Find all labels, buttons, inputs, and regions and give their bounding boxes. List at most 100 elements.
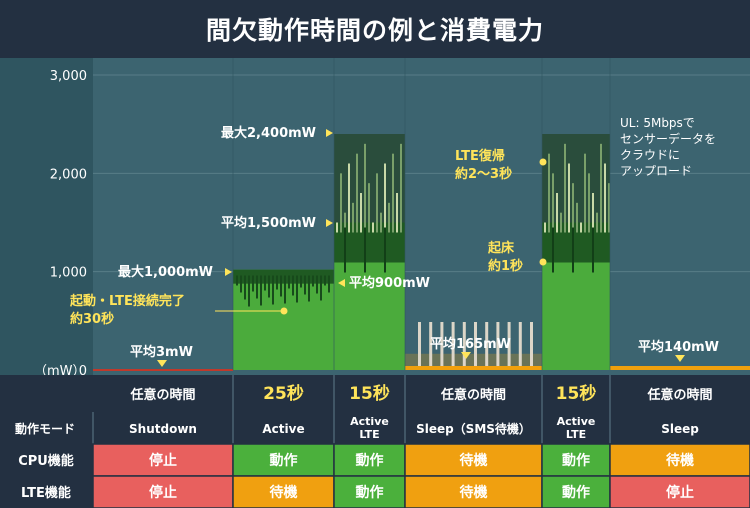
- table-cell-text: 動作: [562, 452, 590, 469]
- active-spike: [264, 275, 266, 291]
- table-cell: [232, 475, 335, 508]
- lte-spike-b: [580, 222, 582, 233]
- lte-low-spike-a: [384, 227, 386, 273]
- annotation-sleep-avg: 平均165mW: [430, 336, 511, 352]
- table-cell: [609, 443, 750, 477]
- lte-spike-a: [400, 143, 402, 233]
- phase-row-bg: [0, 375, 750, 412]
- table-row-label-bg: [0, 444, 93, 476]
- sleep-spike: [462, 322, 466, 366]
- lte-spike-b: [596, 212, 598, 233]
- active-spike: [308, 275, 310, 302]
- annotation-shutdown-avg: 平均3mW: [130, 344, 193, 360]
- active-spike: [288, 275, 290, 289]
- y-axis-gutter: [0, 58, 93, 375]
- active-spike: [252, 275, 254, 292]
- table-cell-text: 待機: [666, 452, 694, 469]
- annotation-lte-max: 最大2,400mW: [221, 125, 316, 141]
- lte-spike-a: [336, 222, 338, 233]
- sleep-spike: [418, 322, 421, 366]
- active-spike: [300, 275, 302, 288]
- marker-lte-max: [326, 129, 333, 137]
- marker-active-max: [225, 268, 232, 276]
- lte-spike-b: [544, 222, 546, 233]
- marker-shutdown-avg: [157, 360, 167, 367]
- table-cell-text: 動作: [356, 484, 384, 501]
- table-row-label: CPU機能: [18, 453, 74, 469]
- lte-spike-a: [356, 153, 358, 233]
- marker-boot: [280, 307, 288, 315]
- lte-spike-b: [552, 173, 554, 233]
- active-spike: [304, 275, 306, 295]
- table-header-cell: Sleep: [661, 422, 699, 436]
- active-spike: [284, 275, 286, 304]
- marker-sleep2-avg: [675, 355, 685, 362]
- active-spike: [268, 275, 270, 298]
- lte-spike-a: [360, 193, 362, 233]
- table-row-label-bg: [0, 476, 93, 508]
- marker-lte-restore: [539, 158, 547, 166]
- table-cell: [609, 475, 750, 508]
- lte-spike-a: [396, 193, 398, 233]
- table-header-mode: 動作モード: [15, 421, 75, 436]
- lte-spike-a: [376, 173, 378, 233]
- table-cell-text: 待機: [460, 452, 488, 469]
- active-spike: [328, 275, 330, 293]
- marker-active-avg: [338, 279, 345, 287]
- annotation-wake: 起床約1秒: [487, 240, 523, 274]
- phase-label: 任意の時間: [440, 387, 506, 403]
- lte-spike-b: [604, 163, 606, 233]
- lte-low-spike-b: [552, 227, 554, 273]
- lte-spike-b: [560, 212, 562, 233]
- table-header-cell: Active LTE: [557, 415, 596, 441]
- lte-spike-b: [548, 153, 550, 233]
- sleep-spike: [440, 322, 444, 366]
- table-cell-text: 停止: [149, 452, 177, 469]
- lte-spike-a: [340, 173, 342, 233]
- table-cell-text: 停止: [666, 484, 694, 501]
- lte-spike-a: [392, 153, 394, 233]
- lte-spike-b: [588, 173, 590, 233]
- active-spike: [320, 275, 322, 301]
- sleep-spike: [451, 322, 455, 366]
- y-tick-label: 2,000: [50, 167, 87, 182]
- y-tick-label: 3,000: [50, 69, 87, 84]
- table-cell-text: 待機: [460, 484, 488, 501]
- lte-spike-b: [584, 153, 586, 233]
- active-spike: [272, 275, 274, 305]
- y-tick-label: 0: [79, 364, 87, 379]
- lte-spike-b: [576, 202, 578, 233]
- phase-label: 任意の時間: [646, 387, 712, 403]
- table-header-cell: Active LTE: [350, 415, 389, 441]
- chart-title: 間欠動作時間の例と消費電力: [0, 0, 750, 58]
- lte-spike-a: [364, 143, 366, 233]
- table-cell: [541, 443, 611, 477]
- sleep-spike: [474, 322, 477, 366]
- sleep-area: [405, 366, 542, 370]
- lte-low-spike-a: [364, 227, 366, 273]
- active-spike: [316, 275, 318, 294]
- phase-label: 15秒: [556, 383, 597, 404]
- lte-low-spike-b: [592, 227, 594, 273]
- table-header-cell: Sleep（SMS待機）: [416, 421, 531, 436]
- active-spike: [248, 275, 250, 307]
- table-cell-text: 動作: [356, 452, 384, 469]
- annotation-sleep2-avg: 平均140mW: [638, 339, 719, 355]
- table-cell: [92, 475, 234, 508]
- phase-label: 任意の時間: [129, 387, 195, 403]
- active-spike: [236, 275, 238, 286]
- lte-spike-b: [572, 183, 574, 233]
- table-cell: [232, 443, 335, 477]
- table-cell-text: 待機: [270, 484, 298, 501]
- lte-spike-b: [564, 143, 566, 233]
- lte-spike-a: [348, 163, 350, 233]
- active-spike: [244, 275, 246, 300]
- sleep-spike: [496, 322, 500, 366]
- lte-spike-a: [368, 183, 370, 233]
- sleep2-area: [610, 366, 750, 370]
- table-cell-text: 動作: [270, 452, 298, 469]
- lte-spike-b: [568, 163, 570, 233]
- lte-spike-a: [352, 202, 354, 233]
- lte-spike-b: [592, 193, 594, 233]
